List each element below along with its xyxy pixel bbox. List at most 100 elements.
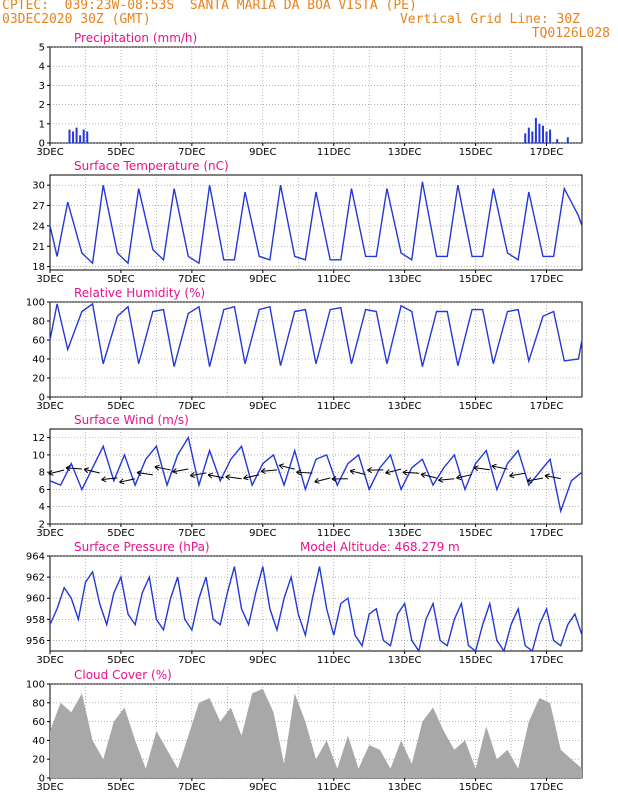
wind-arrow-head: [420, 472, 426, 475]
x-tick-label: 9DEC: [249, 782, 276, 793]
precip-bar: [527, 127, 530, 143]
wind-arrow-head: [119, 478, 124, 483]
y-tick-label: 30: [32, 181, 45, 192]
wind-arrow-head: [473, 465, 479, 469]
y-tick-label: 80: [32, 698, 45, 709]
wind-arrow-head: [119, 481, 125, 485]
y-tick-label: 2: [39, 520, 45, 531]
cloud-area: [50, 688, 582, 778]
wind-arrow-head: [65, 465, 71, 469]
precip-bar: [79, 135, 82, 143]
wind-arrow-head: [296, 469, 302, 473]
y-tick-label: 8: [39, 468, 45, 479]
precip-bar: [68, 129, 71, 143]
x-tick-label: 3DEC: [36, 147, 63, 158]
x-tick-label: 13DEC: [388, 655, 422, 666]
x-tick-label: 7DEC: [178, 782, 205, 793]
x-tick-label: 13DEC: [388, 528, 422, 539]
wind-arrow: [296, 471, 313, 474]
panel-frame: [49, 555, 583, 652]
y-tick-label: 962: [26, 573, 45, 584]
wind-arrow-head: [154, 466, 159, 471]
precip-bar: [541, 125, 544, 143]
y-tick-label: 27: [32, 201, 45, 212]
wind-arrow: [101, 477, 118, 481]
wind-arrow-head: [243, 477, 249, 481]
wind-arrow: [261, 469, 278, 472]
wind-arrow-head: [207, 472, 213, 476]
precip-bar: [72, 131, 75, 143]
x-tick-label: 7DEC: [178, 401, 205, 412]
wind-arrow-head: [526, 477, 532, 482]
x-tick-label: 9DEC: [249, 655, 276, 666]
x-tick-label: 5DEC: [107, 274, 134, 285]
wind-arrow: [243, 474, 260, 479]
wind-arrow: [491, 465, 508, 470]
y-tick-label: 12: [32, 433, 45, 444]
wind-arrow-head: [509, 475, 515, 479]
wind-arrow-head: [243, 474, 248, 479]
wind-arrow-head: [509, 472, 514, 477]
wind-arrow-head: [83, 467, 89, 470]
x-tick-label: 5DEC: [107, 528, 134, 539]
panel-frame: [49, 428, 583, 525]
x-tick-label: 17DEC: [530, 782, 564, 793]
y-tick-label: 1: [39, 119, 45, 130]
y-tick-label: 0: [39, 393, 45, 404]
wind-arrow-head: [48, 469, 53, 475]
y-tick-label: 20: [32, 374, 45, 385]
x-tick-label: 13DEC: [388, 401, 422, 412]
precip-bar: [534, 118, 537, 143]
wind-arrow-head: [83, 468, 89, 474]
panel-frame: [49, 301, 583, 398]
y-tick-label: 958: [26, 615, 45, 626]
wind-arrow: [402, 471, 419, 474]
y-tick-label: 40: [32, 355, 45, 366]
panel-title: Precipitation (mm/h): [74, 31, 197, 45]
y-tick-label: 0: [39, 139, 45, 150]
wind-arrow: [225, 476, 242, 480]
wind-line: [49, 435, 583, 514]
x-tick-label: 3DEC: [36, 401, 63, 412]
x-tick-label: 5DEC: [107, 401, 134, 412]
wind-arrow-head: [136, 472, 142, 477]
precip-bar: [531, 131, 534, 143]
wind-arrow-head: [172, 471, 178, 475]
wind-arrow-head: [456, 474, 461, 479]
wind-arrow-head: [101, 476, 106, 481]
wind-arrow: [350, 470, 366, 476]
wind-arrow: [473, 467, 490, 471]
wind-arrow-head: [349, 470, 355, 475]
panel-title: Cloud Cover (%): [74, 668, 172, 682]
x-tick-label: 17DEC: [530, 528, 564, 539]
x-tick-label: 5DEC: [107, 655, 134, 666]
y-tick-label: 24: [32, 221, 45, 232]
y-tick-label: 40: [32, 736, 45, 747]
wind-arrow-head: [65, 467, 71, 472]
panel-frame: [49, 46, 583, 144]
wind-arrow-head: [279, 463, 285, 466]
wind-arrow: [48, 469, 65, 475]
wind-arrow-head: [190, 475, 196, 478]
y-tick-label: 964: [26, 552, 45, 563]
x-tick-label: 11DEC: [317, 401, 351, 412]
wind-arrow: [190, 472, 207, 477]
x-tick-label: 3DEC: [36, 655, 63, 666]
x-tick-label: 5DEC: [107, 782, 134, 793]
x-tick-label: 11DEC: [317, 655, 351, 666]
header-line-2: 03DEC2020 30Z (GMT): [2, 12, 151, 27]
wind-arrow: [119, 478, 136, 483]
wind-arrow-head: [456, 477, 462, 481]
wind-arrow: [456, 474, 473, 479]
wind-arrow-head: [385, 469, 390, 474]
wind-arrow-head: [491, 463, 497, 467]
temp-line: [49, 181, 583, 265]
wind-arrow-head: [544, 473, 550, 477]
y-tick-label: 10: [32, 450, 45, 461]
x-tick-label: 5DEC: [107, 147, 134, 158]
y-tick-label: 21: [32, 242, 45, 253]
precip-bar: [86, 131, 89, 143]
y-tick-label: 956: [26, 636, 45, 647]
wind-arrow-head: [189, 472, 195, 477]
wind-arrow: [544, 475, 561, 480]
